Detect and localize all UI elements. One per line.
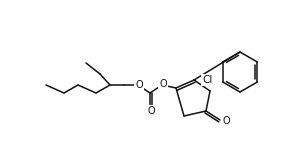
- Text: O: O: [135, 80, 143, 90]
- Text: O: O: [147, 106, 155, 116]
- Text: O: O: [222, 116, 230, 126]
- Text: Cl: Cl: [202, 75, 213, 85]
- Text: O: O: [159, 79, 167, 89]
